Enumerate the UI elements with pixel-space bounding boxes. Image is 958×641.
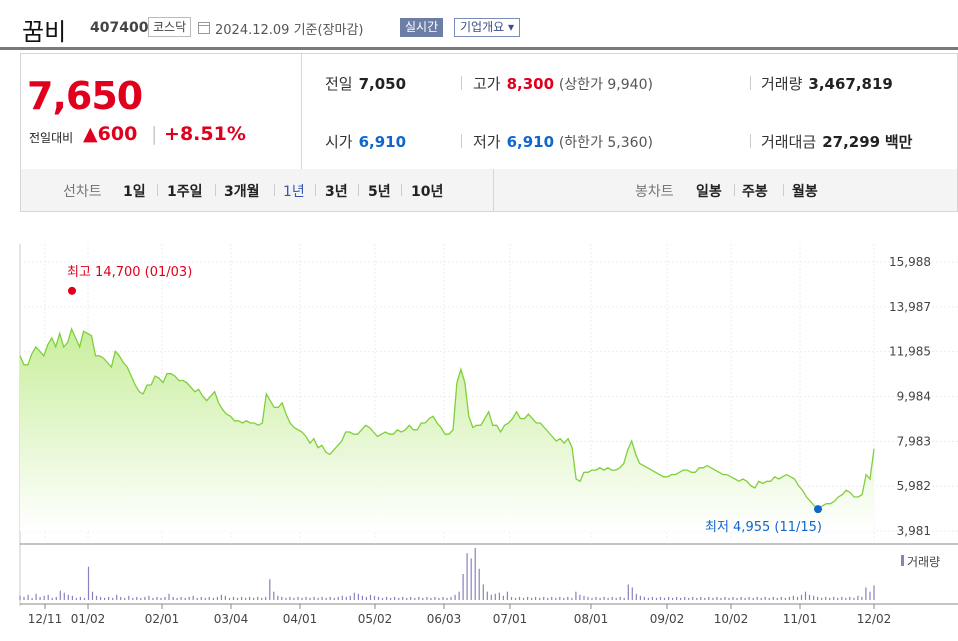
- tab-separator: [401, 184, 402, 196]
- stock-code: 407400: [90, 20, 149, 36]
- price-line: [19, 327, 875, 509]
- x-tick-label: 10/02: [714, 612, 749, 626]
- y-tick-label: 15,988: [889, 255, 931, 269]
- realtime-button[interactable]: 실시간: [400, 18, 444, 37]
- chart-annotations: 최고 14,700 (01/03) 최저 4,955 (11/15): [67, 265, 822, 535]
- candle-tab[interactable]: 월봉: [792, 184, 818, 200]
- x-tick-label: 12/11: [28, 612, 63, 626]
- open-price: 시가 6,910: [325, 131, 406, 152]
- y-axis-labels: 15,988 13,987 11,985 9,984 7,983 5,982 3,981: [889, 255, 931, 538]
- tab-separator: [734, 184, 735, 196]
- divider: [461, 76, 462, 90]
- volume-label: 거래량: [761, 75, 803, 93]
- lower-limit: (하한가 5,360): [558, 135, 653, 151]
- candle-chart-label: 봉차트: [635, 184, 674, 200]
- low-label: 저가: [473, 133, 501, 151]
- x-tick-label: 03/04: [214, 612, 249, 626]
- x-tick-label: 12/02: [857, 612, 892, 626]
- line-chart-label: 선차트: [63, 184, 102, 200]
- min-label: 최저 4,955 (11/15): [705, 520, 822, 535]
- volume-legend-label: 거래량: [907, 555, 940, 569]
- tab-separator: [315, 184, 316, 196]
- prev-close-value: 7,050: [358, 75, 407, 93]
- x-tick-label: 07/01: [493, 612, 528, 626]
- calendar-icon: [198, 22, 210, 34]
- tab-group-divider: [493, 169, 494, 211]
- x-axis-labels: 12/11 01/02 02/01 03/04 04/01 05/02 06/03 07/01…: [28, 612, 892, 626]
- current-price: 7,650: [27, 74, 143, 118]
- company-info-dropdown[interactable]: 기업개요 ▾: [454, 18, 520, 37]
- period-tab[interactable]: 1일: [123, 184, 146, 200]
- tab-separator: [157, 184, 158, 196]
- volume: 거래량 3,467,819: [761, 73, 893, 94]
- x-tick-label: 04/01: [283, 612, 318, 626]
- candle-tab[interactable]: 일봉: [696, 184, 722, 200]
- change-percent: +8.51%: [164, 123, 246, 145]
- y-tick-label: 11,985: [889, 345, 931, 359]
- period-tab[interactable]: 3개월: [224, 184, 260, 200]
- candle-tab[interactable]: 주봉: [742, 184, 768, 200]
- y-tick-label: 5,982: [897, 479, 931, 493]
- change-label: 전일대비: [29, 131, 74, 145]
- change-value: 600: [97, 123, 138, 145]
- base-date: 2024.12.09 기준(장마감): [215, 23, 364, 38]
- market-badge: 코스닥: [148, 17, 192, 37]
- high-price: 고가 8,300 (상한가 9,940): [473, 73, 653, 94]
- chart-tabs: 선차트 1일 1주일 3개월 1년 3년 5년 10년 봉차트 일봉 주봉 월봉: [20, 169, 958, 212]
- prev-close-label: 전일: [325, 75, 353, 93]
- x-tick-label: 01/02: [71, 612, 106, 626]
- change-separator: |: [151, 123, 158, 145]
- divider: [750, 76, 751, 90]
- period-tab-active[interactable]: 1년: [283, 184, 305, 200]
- min-point: [814, 505, 822, 514]
- stock-header: 꿈비 407400 코스닥 2024.12.09 기준(장마감) 실시간 기업개…: [0, 0, 958, 50]
- volume-bars: 거래량: [19, 548, 940, 600]
- price-change: ▲600: [83, 123, 137, 145]
- x-tick-label: 05/02: [358, 612, 393, 626]
- period-tab[interactable]: 1주일: [167, 184, 203, 200]
- period-tab[interactable]: 5년: [368, 184, 391, 200]
- open-value: 6,910: [358, 133, 407, 151]
- high-value: 8,300: [506, 75, 555, 93]
- amount-value: 27,299: [822, 133, 881, 151]
- x-tick-label: 02/01: [145, 612, 180, 626]
- x-tick-label: 09/02: [650, 612, 685, 626]
- current-price-box: 7,650 전일대비 ▲600 | +8.51%: [21, 54, 302, 169]
- divider: [461, 134, 462, 148]
- low-value: 6,910: [506, 133, 555, 151]
- amount-label: 거래대금: [761, 133, 817, 151]
- up-arrow-icon: ▲: [83, 123, 98, 145]
- volume-legend-swatch: [901, 555, 904, 566]
- period-tab[interactable]: 3년: [325, 184, 348, 200]
- trade-amount: 거래대금 27,299 백만: [761, 131, 912, 152]
- x-tick-label: 06/03: [427, 612, 462, 626]
- y-tick-label: 9,984: [897, 390, 931, 404]
- x-tick-label: 08/01: [574, 612, 609, 626]
- price-area: [20, 328, 874, 531]
- high-label: 고가: [473, 75, 501, 93]
- divider: [750, 134, 751, 148]
- amount-unit: 백만: [884, 133, 913, 151]
- change-percent-box: | +8.51%: [151, 123, 246, 145]
- tab-separator: [215, 184, 216, 196]
- y-tick-label: 13,987: [889, 300, 931, 314]
- volume-value: 3,467,819: [808, 75, 893, 93]
- tab-separator: [358, 184, 359, 196]
- quote-panel: 7,650 전일대비 ▲600 | +8.51% 전일 7,050 시가 6,910…: [20, 53, 958, 170]
- tab-separator: [274, 184, 275, 196]
- max-point: [68, 286, 76, 295]
- low-price: 저가 6,910 (하한가 5,360): [473, 131, 653, 152]
- tab-separator: [783, 184, 784, 196]
- y-tick-label: 7,983: [897, 434, 931, 448]
- period-tab[interactable]: 10년: [411, 184, 444, 200]
- stock-name: 꿈비: [22, 18, 67, 46]
- x-tick-label: 11/01: [783, 612, 818, 626]
- prev-close: 전일 7,050: [325, 73, 406, 94]
- upper-limit: (상한가 9,940): [558, 77, 653, 93]
- y-tick-label: 3,981: [897, 524, 931, 538]
- max-label: 최고 14,700 (01/03): [67, 265, 192, 280]
- open-label: 시가: [325, 133, 353, 151]
